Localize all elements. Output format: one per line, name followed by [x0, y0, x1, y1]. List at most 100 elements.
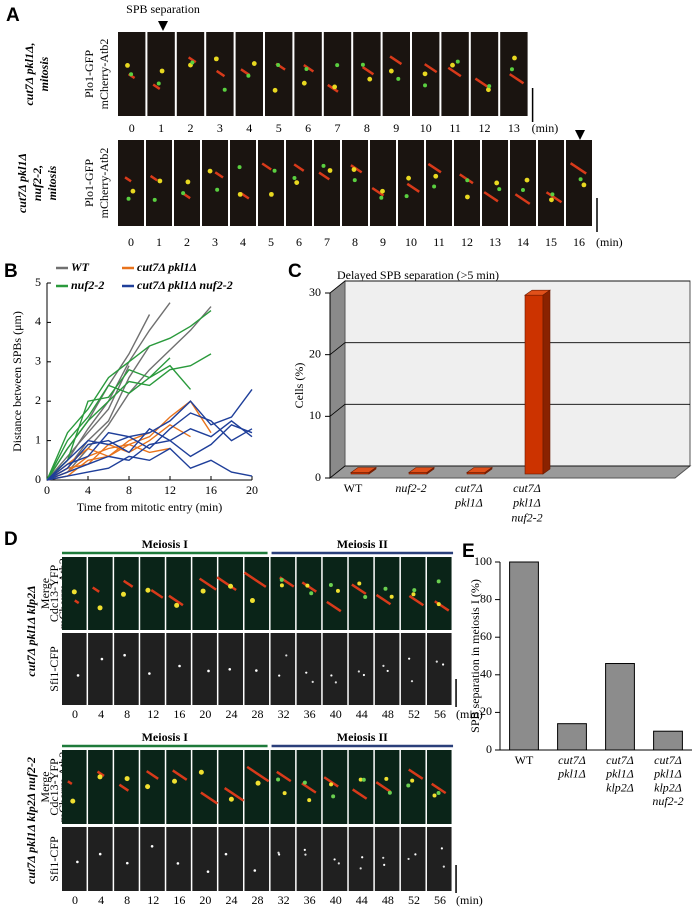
spindle [406, 182, 420, 193]
micrograph [265, 32, 293, 116]
strain-label: cut7Δ pkl1Δ klp2Δ [24, 585, 38, 676]
x-tick-label: 8 [126, 483, 132, 497]
micrograph [140, 750, 165, 824]
arrowhead [575, 130, 585, 140]
time-label: 13 [489, 235, 501, 249]
signal [120, 591, 126, 597]
x-tick-label: cut7Δ pkl1Δ nuf2-2 [511, 481, 542, 524]
y-tick-label: 0 [486, 742, 492, 756]
signal [311, 680, 314, 684]
signal [213, 56, 219, 62]
signal [125, 62, 130, 68]
signal [207, 168, 213, 174]
signal [130, 188, 136, 194]
channel-label: mCherry-Atb2 [97, 39, 111, 110]
legend-label: cut7Δ pkl1Δ nuf2-2 [137, 278, 233, 292]
micrograph [426, 633, 452, 705]
time-label: 16 [173, 893, 185, 907]
micrograph [176, 32, 205, 116]
signal [494, 180, 500, 186]
micrograph [296, 827, 322, 891]
channel-label: Merge [38, 771, 52, 802]
signal [520, 187, 525, 192]
side-wall [329, 279, 346, 480]
arrowhead [158, 21, 168, 31]
micrograph [374, 827, 400, 891]
y-tick-label: 0 [35, 472, 41, 486]
micrograph [400, 750, 426, 824]
signal [422, 71, 428, 77]
spindle [351, 583, 367, 595]
micrograph [454, 140, 480, 226]
micrograph [470, 32, 499, 116]
phase-label: Meiosis II [337, 730, 388, 744]
signal [331, 794, 336, 799]
time-label: 3 [217, 121, 223, 135]
micrograph [114, 750, 139, 824]
channel-label: Plo1-GFP [82, 159, 96, 207]
time-label: 4 [98, 893, 104, 907]
signal [423, 83, 428, 88]
time-label: 12 [461, 235, 473, 249]
signal [406, 175, 411, 181]
signal [382, 856, 385, 859]
time-label: 5 [276, 121, 282, 135]
time-label: 10 [405, 235, 417, 249]
signal [181, 191, 186, 196]
time-label: 52 [408, 707, 420, 721]
y-tick-label: 100 [474, 554, 492, 568]
signal [455, 59, 460, 64]
spindle [172, 769, 188, 781]
floor [328, 465, 692, 479]
micrograph [192, 633, 217, 705]
time-label: 24 [225, 707, 237, 721]
time-label: 24 [225, 893, 237, 907]
spindle [74, 599, 80, 605]
y-tick-label: 20 [309, 346, 321, 360]
spindle [122, 579, 134, 588]
signal [328, 583, 333, 588]
signal [330, 674, 333, 677]
micrograph [342, 140, 368, 226]
strain-label: mitosis [37, 56, 51, 91]
micrograph [147, 32, 175, 116]
time-label: 15 [545, 235, 557, 249]
time-label: 7 [324, 235, 330, 249]
signal [329, 782, 334, 787]
time-label: 16 [173, 707, 185, 721]
signal [512, 55, 517, 61]
micrograph [510, 140, 536, 226]
strain-label: cut7Δ pkl1Δ [15, 153, 29, 213]
panel-label: B [4, 261, 18, 282]
signal [436, 602, 441, 607]
signal [327, 168, 333, 173]
spindle [92, 586, 100, 593]
micrograph [140, 827, 165, 891]
legend-label: WT [71, 260, 90, 274]
x-tick-label: WT [344, 481, 363, 495]
strain-label: cut7Δ pkl1Δ, [22, 42, 36, 105]
signal [70, 798, 76, 804]
time-label: 0 [129, 121, 135, 135]
spindle [149, 174, 158, 182]
signal [352, 178, 357, 183]
signal [549, 197, 554, 203]
micrograph [166, 750, 191, 824]
legend-label: cut7Δ pkl1Δ [137, 260, 197, 274]
spindle [198, 577, 217, 591]
spindle [483, 191, 499, 203]
signal [382, 664, 385, 667]
signal [246, 73, 251, 78]
time-label: 44 [356, 707, 368, 721]
spindle [408, 594, 425, 607]
panel-label: C [288, 261, 302, 282]
time-label: 4 [98, 707, 104, 721]
channel-label: Cdc13-YFP [47, 565, 61, 623]
micrograph [62, 633, 87, 705]
time-label: 20 [199, 707, 211, 721]
micrograph [218, 827, 243, 891]
signal [253, 869, 257, 872]
spindle [434, 600, 450, 612]
x-tick-label: 20 [246, 483, 258, 497]
spindle [124, 176, 132, 183]
